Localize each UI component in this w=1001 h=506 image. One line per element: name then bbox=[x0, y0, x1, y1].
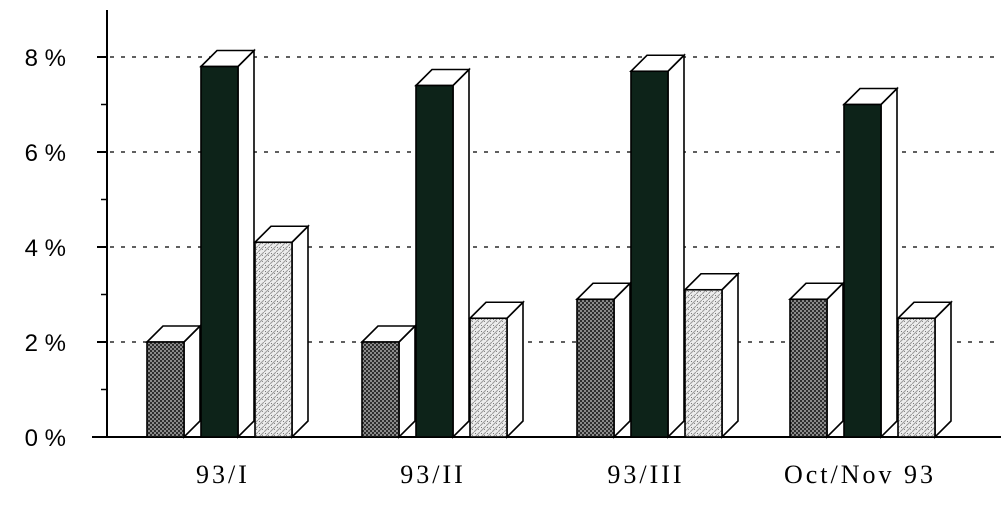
bar-front-face bbox=[843, 103, 882, 438]
bar-front-face bbox=[630, 70, 669, 438]
bar-side-face bbox=[183, 324, 201, 439]
bar-side-face bbox=[826, 281, 844, 439]
bar-front-face bbox=[576, 298, 615, 438]
bar bbox=[629, 53, 686, 439]
bar bbox=[414, 67, 471, 439]
bar bbox=[842, 86, 899, 439]
y-tick-label: 0 % bbox=[25, 425, 66, 452]
bar-side-face bbox=[237, 48, 255, 439]
bar bbox=[788, 281, 845, 439]
bar-front-face bbox=[200, 65, 239, 438]
bar-side-face bbox=[667, 53, 685, 439]
bar-side-face bbox=[398, 324, 416, 439]
x-tick-label: 93/III bbox=[607, 460, 684, 489]
bar bbox=[468, 300, 525, 439]
bar-front-face bbox=[254, 241, 293, 438]
bar bbox=[199, 48, 256, 439]
bar bbox=[253, 224, 310, 439]
bar-side-face bbox=[721, 271, 739, 439]
bar-side-face bbox=[506, 300, 524, 439]
bar bbox=[575, 281, 632, 439]
y-tick-label: 2 % bbox=[25, 330, 66, 357]
x-axis-tick-labels: 93/I 93/II 93/III Oct/Nov 93 bbox=[196, 460, 936, 489]
y-tick-label: 8 % bbox=[25, 45, 66, 72]
bar bbox=[683, 271, 740, 439]
x-tick-label: 93/I bbox=[196, 460, 250, 489]
bar-side-face bbox=[880, 86, 898, 439]
bar-side-face bbox=[291, 224, 309, 439]
bar-side-face bbox=[934, 300, 952, 439]
bar bbox=[360, 324, 417, 439]
bar-front-face bbox=[361, 341, 400, 438]
bar-front-face bbox=[146, 341, 185, 438]
bar-front-face bbox=[897, 317, 936, 438]
x-tick-label: Oct/Nov 93 bbox=[784, 460, 936, 489]
bars bbox=[145, 48, 953, 439]
bar-front-face bbox=[789, 298, 828, 438]
y-tick-label: 4 % bbox=[25, 235, 66, 262]
y-axis-ticks: 0 % 2 % 4 % 6 % 8 % bbox=[25, 45, 107, 452]
bar-front-face bbox=[415, 84, 454, 438]
bar bbox=[145, 324, 202, 439]
x-tick-label: 93/II bbox=[400, 460, 466, 489]
bar-side-face bbox=[452, 67, 470, 439]
bar bbox=[896, 300, 953, 439]
bar-side-face bbox=[613, 281, 631, 439]
bar-front-face bbox=[684, 288, 723, 438]
bar-front-face bbox=[469, 317, 508, 438]
y-tick-label: 6 % bbox=[25, 140, 66, 167]
